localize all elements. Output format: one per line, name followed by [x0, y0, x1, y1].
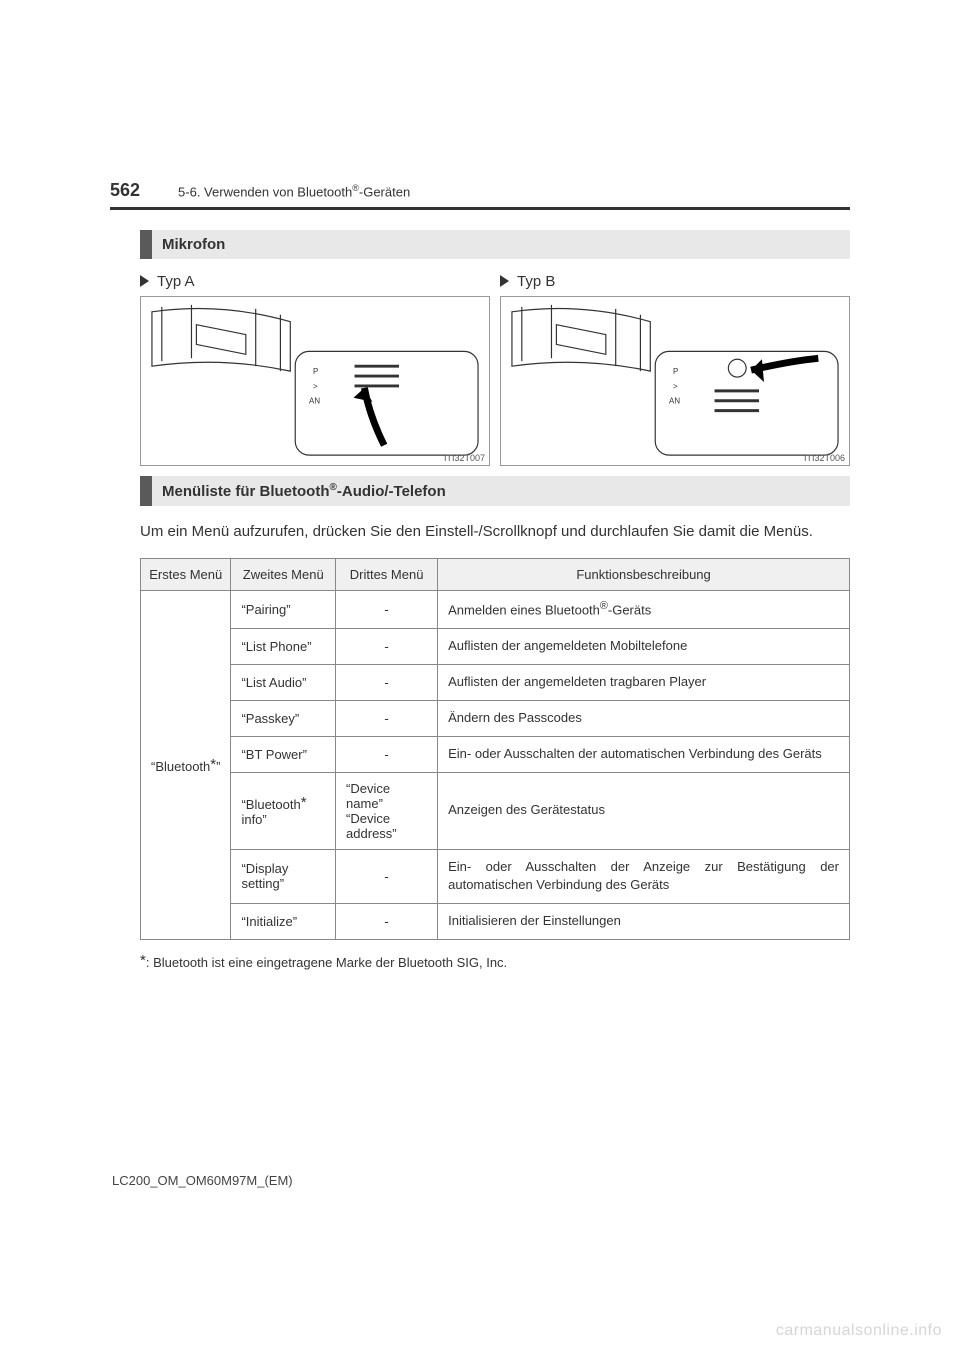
cell-second: “Display setting”: [231, 849, 336, 904]
cell-third: -: [336, 700, 438, 736]
image-code-a: ITI32T007: [444, 453, 485, 463]
cell-second: “List Audio”: [231, 665, 336, 701]
cell-third: -: [336, 736, 438, 772]
triangle-icon: [140, 275, 149, 287]
cell-second: “List Phone”: [231, 629, 336, 665]
th-funktion: Funktionsbeschreibung: [438, 559, 850, 591]
svg-text:AN: AN: [669, 397, 680, 406]
table-row: “Passkey” - Ändern des Passcodes: [141, 700, 850, 736]
cell-third: -: [336, 665, 438, 701]
cell-desc: Ein- oder Ausschalten der automatischen …: [438, 736, 850, 772]
svg-text:P: P: [673, 367, 678, 376]
svg-text:>: >: [313, 382, 318, 391]
watermark: carmanualsonline.info: [776, 1322, 942, 1340]
intro-text: Um ein Menü aufzurufen, drücken Sie den …: [140, 520, 850, 544]
table-row: “List Audio” - Auflisten der angemeldete…: [141, 665, 850, 701]
menu-table: Erstes Menü Zweites Menü Drittes Menü Fu…: [140, 558, 850, 940]
cell-second: “Initialize”: [231, 904, 336, 940]
typ-a-column: Typ A P > AN: [140, 273, 490, 466]
cell-third: “Device name” “Device address”: [336, 772, 438, 849]
svg-text:P: P: [313, 367, 318, 376]
cell-second: “Passkey”: [231, 700, 336, 736]
table-row: “List Phone” - Auflisten der angemeldete…: [141, 629, 850, 665]
heading-mikrofon: Mikrofon: [140, 230, 850, 259]
cell-third: -: [336, 904, 438, 940]
cell-desc: Initialisieren der Einstellungen: [438, 904, 850, 940]
cell-second: “Pairing”: [231, 591, 336, 629]
typ-b-column: Typ B P > AN: [500, 273, 850, 466]
th-zweites: Zweites Menü: [231, 559, 336, 591]
cell-desc: Auflisten der angemeldeten tragbaren Pla…: [438, 665, 850, 701]
cell-first-menu: “Bluetooth*”: [141, 591, 231, 940]
cell-desc: Ändern des Passcodes: [438, 700, 850, 736]
table-row: “Display setting” - Ein- oder Ausschalte…: [141, 849, 850, 904]
svg-text:>: >: [673, 382, 678, 391]
th-drittes: Drittes Menü: [336, 559, 438, 591]
cell-second: “Bluetooth* info”: [231, 772, 336, 849]
cell-desc: Auflisten der angemeldeten Mobiltelefone: [438, 629, 850, 665]
svg-text:AN: AN: [309, 397, 320, 406]
cell-desc: Ein- oder Ausschalten der Anzeige zur Be…: [438, 849, 850, 904]
typ-a-label: Typ A: [140, 273, 490, 290]
heading-menuliste: Menüliste für Bluetooth®-Audio/-Telefon: [140, 476, 850, 506]
typ-a-illustration: P > AN ITI32T007: [140, 296, 490, 466]
typ-b-label: Typ B: [500, 273, 850, 290]
cell-third: -: [336, 629, 438, 665]
table-row: “Bluetooth* info” “Device name” “Device …: [141, 772, 850, 849]
section-reference: 5-6. Verwenden von Bluetooth®-Geräten: [178, 183, 410, 199]
table-row: “Bluetooth*” “Pairing” - Anmelden eines …: [141, 591, 850, 629]
image-code-b: ITI32T006: [804, 453, 845, 463]
cell-third: -: [336, 849, 438, 904]
table-row: “BT Power” - Ein- oder Ausschalten der a…: [141, 736, 850, 772]
th-erstes: Erstes Menü: [141, 559, 231, 591]
table-row: “Initialize” - Initialisieren der Einste…: [141, 904, 850, 940]
footnote: *: Bluetooth ist eine eingetragene Marke…: [140, 950, 850, 972]
triangle-icon: [500, 275, 509, 287]
page-header: 562 5-6. Verwenden von Bluetooth®-Geräte…: [110, 180, 850, 210]
cell-third: -: [336, 591, 438, 629]
typ-b-illustration: P > AN ITI32T006: [500, 296, 850, 466]
cell-second: “BT Power”: [231, 736, 336, 772]
microphone-types-row: Typ A P > AN: [140, 273, 850, 466]
cell-desc: Anmelden eines Bluetooth®-Geräts: [438, 591, 850, 629]
page-number: 562: [110, 180, 140, 201]
cell-desc: Anzeigen des Gerätestatus: [438, 772, 850, 849]
document-code: LC200_OM_OM60M97M_(EM): [112, 1173, 293, 1188]
table-header-row: Erstes Menü Zweites Menü Drittes Menü Fu…: [141, 559, 850, 591]
